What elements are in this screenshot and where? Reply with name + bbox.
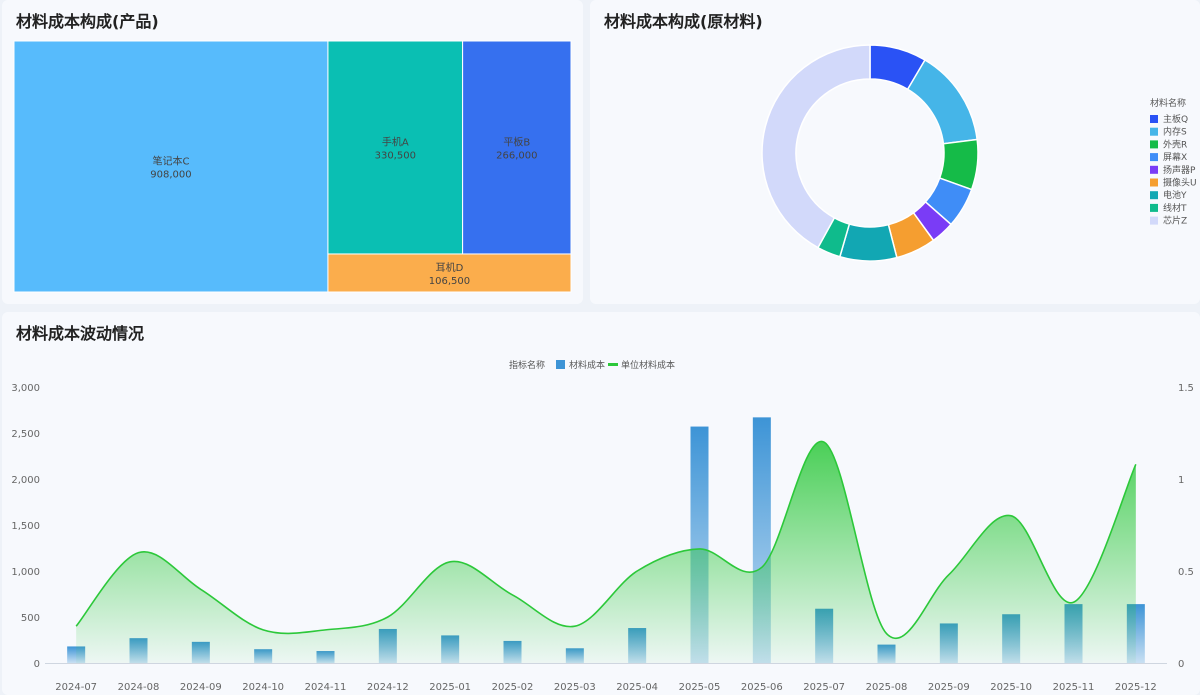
y-right-tick-label: 1 bbox=[1178, 475, 1184, 486]
x-tick-label: 2024-11 bbox=[305, 682, 347, 693]
treemap-tile[interactable] bbox=[462, 40, 572, 255]
treemap-tile-name: 耳机D bbox=[436, 261, 464, 274]
donut-legend-swatch bbox=[1150, 115, 1158, 123]
x-tick-label: 2025-04 bbox=[616, 682, 658, 693]
x-tick-label: 2025-08 bbox=[866, 682, 908, 693]
x-tick-label: 2024-08 bbox=[118, 682, 160, 693]
y-left-tick-label: 2,000 bbox=[11, 475, 40, 486]
treemap-tile-value: 106,500 bbox=[429, 276, 470, 287]
cost-trend-panel: 材料成本波动情况 0 500 1,000 1,500 2,000 2,500 3,000 0 0… bbox=[2, 312, 1200, 695]
donut-legend-swatch bbox=[1150, 191, 1158, 200]
x-tick-label: 2025-02 bbox=[492, 682, 534, 693]
donut-legend-swatch bbox=[1150, 153, 1158, 162]
treemap-tile-value: 330,500 bbox=[375, 150, 416, 161]
donut-legend-swatch bbox=[1150, 216, 1158, 225]
trend-panel-title: 材料成本波动情况 bbox=[16, 324, 145, 343]
x-tick-label: 2025-11 bbox=[1053, 682, 1095, 693]
donut-slice[interactable] bbox=[906, 59, 978, 145]
treemap-tile-name: 手机A bbox=[382, 135, 409, 148]
donut-legend-swatch bbox=[1150, 140, 1158, 149]
legend-swatch-line bbox=[608, 363, 618, 366]
x-tick-label: 2024-12 bbox=[367, 682, 409, 693]
treemap-tile-value: 908,000 bbox=[150, 170, 191, 181]
donut-legend-item: 主板Q bbox=[1163, 113, 1188, 125]
treemap-tile-name: 平板B bbox=[503, 135, 530, 148]
y-left-tick-label: 0 bbox=[34, 659, 40, 670]
material-panel-title: 材料成本构成(原材料) bbox=[604, 12, 763, 31]
x-tick-label: 2025-01 bbox=[429, 682, 471, 693]
y-right-tick-label: 0.5 bbox=[1178, 567, 1194, 578]
donut-legend-item: 内存S bbox=[1163, 126, 1187, 138]
donut-legend-item: 线材T bbox=[1163, 202, 1187, 214]
treemap-tile-name: 笔记本C bbox=[152, 155, 189, 168]
donut-legend-swatch bbox=[1150, 203, 1158, 212]
x-tick-label: 2025-10 bbox=[990, 682, 1032, 693]
y-left-tick-label: 1,000 bbox=[11, 567, 40, 578]
donut-legend-item: 扬声器P bbox=[1163, 164, 1196, 176]
donut-legend-swatch bbox=[1150, 127, 1158, 136]
treemap-tile[interactable] bbox=[327, 253, 572, 293]
material-cost-panel: 材料成本构成(原材料) 材料名称主板Q 内存S 外壳R 屏幕X 扬声器P 摄像头U 电池Y 线… bbox=[590, 0, 1200, 304]
x-tick-label: 2024-10 bbox=[242, 682, 284, 693]
y-left-tick-label: 500 bbox=[21, 613, 40, 624]
x-tick-label: 2025-05 bbox=[679, 682, 721, 693]
x-tick-label: 2025-06 bbox=[741, 682, 783, 693]
x-tick-label: 2025-12 bbox=[1115, 682, 1157, 693]
legend-swatch-bar bbox=[556, 360, 565, 369]
y-right-tick-label: 0 bbox=[1178, 659, 1184, 670]
legend-item-material-cost: 材料成本 bbox=[569, 359, 605, 371]
legend-item-unit-cost: 单位材料成本 bbox=[621, 359, 675, 371]
product-cost-panel: 材料成本构成(产品) 笔记本C 908,000 手机A 330,500 平板B 266,0… bbox=[2, 0, 583, 304]
x-tick-label: 2025-09 bbox=[928, 682, 970, 693]
unit-cost-area bbox=[76, 441, 1136, 663]
x-tick-label: 2024-07 bbox=[55, 682, 97, 693]
donut-legend-item: 芯片Z bbox=[1163, 215, 1187, 227]
y-right-tick-label: 1.5 bbox=[1178, 383, 1194, 394]
x-tick-label: 2024-09 bbox=[180, 682, 222, 693]
donut-slice[interactable] bbox=[761, 44, 871, 249]
treemap-tile-value: 266,000 bbox=[496, 150, 537, 161]
y-left-tick-label: 2,500 bbox=[11, 429, 40, 440]
product-treemap: 笔记本C 908,000 手机A 330,500 平板B 266,000 耳机D 106,50… bbox=[13, 40, 572, 293]
cost-trend-chart: 0 500 1,000 1,500 2,000 2,500 3,000 0 0.5 1 1.5 202… bbox=[11, 359, 1194, 693]
unit-cost-line[interactable] bbox=[75, 440, 1137, 640]
x-tick-label: 2025-03 bbox=[554, 682, 596, 693]
donut-legend-swatch bbox=[1150, 165, 1158, 174]
product-panel-title: 材料成本构成(产品) bbox=[16, 12, 159, 31]
y-left-tick-label: 1,500 bbox=[11, 521, 40, 532]
donut-legend-item: 摄像头U bbox=[1163, 177, 1197, 189]
y-left-tick-label: 3,000 bbox=[11, 383, 40, 394]
donut-legend-item: 外壳R bbox=[1163, 138, 1187, 150]
donut-legend-swatch bbox=[1150, 178, 1158, 187]
x-tick-label: 2025-07 bbox=[803, 682, 845, 693]
donut-legend-title: 材料名称 bbox=[1150, 97, 1186, 109]
donut-legend-item: 屏幕X bbox=[1163, 151, 1187, 163]
donut-legend-item: 电池Y bbox=[1163, 189, 1187, 201]
trend-legend-title: 指标名称 bbox=[509, 359, 545, 371]
